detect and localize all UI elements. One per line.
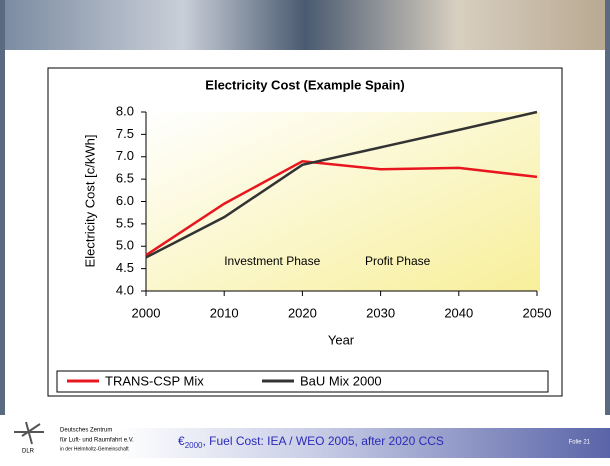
footnote: €2000, Fuel Cost: IEA / WEO 2005, after …	[178, 434, 444, 450]
footnote-text: , Fuel Cost: IEA / WEO 2005, after 2020 …	[202, 434, 443, 448]
plot-area	[146, 112, 540, 291]
x-tick-label: 2010	[210, 305, 239, 320]
header-banner	[0, 0, 610, 50]
page: Electricity Cost (Example Spain) Electri…	[0, 0, 610, 466]
slide-number: Folie 21	[569, 440, 591, 446]
y-tick-label: 8.0	[116, 103, 134, 118]
legend-label: BaU Mix 2000	[300, 373, 382, 388]
y-tick-label: 6.0	[116, 193, 134, 208]
left-border	[0, 0, 5, 415]
y-tick-label: 5.0	[116, 238, 134, 253]
org-line: für Luft- und Raumfahrt e.V.	[60, 438, 134, 444]
y-tick-label: 5.5	[116, 215, 134, 230]
y-tick-label: 4.5	[116, 260, 134, 275]
x-tick-label: 2040	[444, 305, 473, 320]
logo-text: DLR	[22, 449, 35, 455]
annotation: Investment Phase	[224, 254, 320, 268]
x-tick-label: 2050	[523, 305, 552, 320]
footnote-sub: 2000	[185, 441, 203, 450]
x-tick-label: 2030	[366, 305, 395, 320]
org-line: Deutsches Zentrum	[60, 428, 112, 434]
slide: Electricity Cost (Example Spain) Electri…	[0, 0, 610, 461]
y-tick-label: 7.5	[116, 126, 134, 141]
y-tick-label: 4.0	[116, 282, 134, 297]
y-axis-label: Electricity Cost [c/kWh]	[82, 135, 97, 268]
right-border	[605, 0, 610, 415]
org-line: in der Helmholtz-Gemeinschaft	[60, 446, 129, 452]
x-tick-label: 2000	[132, 305, 161, 320]
x-tick-label: 2020	[288, 305, 317, 320]
chart-title: Electricity Cost (Example Spain)	[205, 77, 404, 92]
annotation: Profit Phase	[365, 254, 431, 268]
y-tick-label: 6.5	[116, 171, 134, 186]
y-tick-label: 7.0	[116, 148, 134, 163]
legend-label: TRANS-CSP Mix	[105, 373, 204, 388]
x-axis-label: Year	[328, 332, 355, 347]
